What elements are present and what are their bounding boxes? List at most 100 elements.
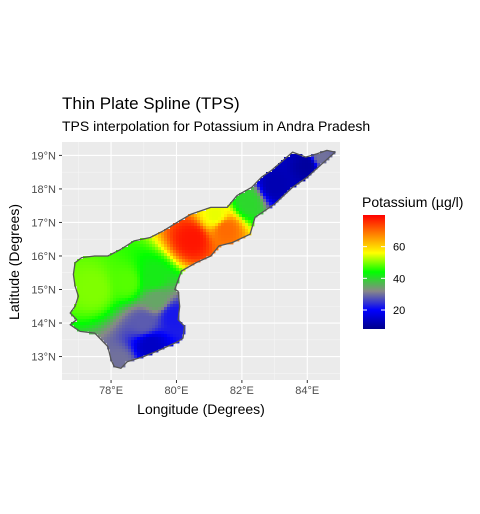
surface-cell (176, 238, 180, 242)
surface-cell (155, 262, 159, 266)
surface-cell (305, 163, 309, 167)
surface-cell (101, 283, 105, 287)
surface-cell (164, 232, 168, 236)
surface-cell (212, 226, 216, 230)
surface-cell (176, 334, 180, 338)
surface-cell (89, 280, 93, 284)
surface-cell (167, 301, 171, 305)
surface-cell (299, 172, 303, 176)
surface-cell (134, 259, 138, 263)
surface-cell (254, 208, 258, 212)
surface-cell (116, 322, 120, 326)
surface-cell (161, 277, 165, 281)
surface-cell (179, 253, 183, 257)
surface-cell (218, 238, 222, 242)
surface-cell (83, 328, 87, 332)
surface-cell (146, 352, 150, 356)
surface-cell (161, 313, 165, 317)
surface-cell (287, 169, 291, 173)
surface-cell (128, 253, 132, 257)
surface-cell (131, 301, 135, 305)
surface-cell (194, 247, 198, 251)
surface-cell (86, 280, 90, 284)
surface-cell (257, 205, 261, 209)
surface-cell (77, 265, 81, 269)
surface-cell (161, 256, 165, 260)
surface-cell (269, 178, 273, 182)
surface-cell (170, 232, 174, 236)
surface-cell (164, 280, 168, 284)
surface-cell (173, 301, 177, 305)
surface-cell (164, 265, 168, 269)
surface-cell (158, 298, 162, 302)
surface-cell (95, 283, 99, 287)
surface-cell (320, 157, 324, 161)
surface-cell (128, 244, 132, 248)
surface-cell (164, 331, 168, 335)
surface-cell (152, 325, 156, 329)
surface-cell (245, 220, 249, 224)
surface-cell (119, 331, 123, 335)
surface-cell (101, 256, 105, 260)
surface-cell (140, 331, 144, 335)
surface-cell (92, 286, 96, 290)
surface-cell (110, 340, 114, 344)
surface-cell (173, 268, 177, 272)
surface-cell (107, 304, 111, 308)
surface-cell (125, 310, 129, 314)
surface-cell (158, 346, 162, 350)
surface-cell (140, 310, 144, 314)
surface-cell (173, 241, 177, 245)
surface-cell (86, 307, 90, 311)
surface-cell (152, 292, 156, 296)
surface-cell (179, 220, 183, 224)
surface-cell (116, 364, 120, 368)
surface-cell (155, 337, 159, 341)
surface-cell (98, 295, 102, 299)
surface-cell (110, 304, 114, 308)
surface-cell (143, 331, 147, 335)
surface-cell (128, 292, 132, 296)
surface-cell (149, 298, 153, 302)
surface-cell (113, 307, 117, 311)
surface-cell (89, 283, 93, 287)
surface-cell (221, 211, 225, 215)
surface-cell (182, 232, 186, 236)
surface-cell (137, 349, 141, 353)
surface-cell (149, 340, 153, 344)
surface-cell (191, 259, 195, 263)
surface-cell (116, 346, 120, 350)
surface-cell (77, 283, 81, 287)
surface-cell (269, 202, 273, 206)
surface-cell (164, 292, 168, 296)
surface-cell (116, 331, 120, 335)
surface-cell (305, 175, 309, 179)
surface-cell (101, 337, 105, 341)
surface-cell (119, 286, 123, 290)
surface-cell (131, 355, 135, 359)
surface-cell (251, 199, 255, 203)
surface-cell (86, 313, 90, 317)
surface-cell (77, 304, 81, 308)
surface-cell (203, 232, 207, 236)
surface-cell (260, 184, 264, 188)
surface-cell (113, 322, 117, 326)
surface-cell (236, 232, 240, 236)
surface-cell (164, 256, 168, 260)
surface-cell (236, 208, 240, 212)
surface-cell (137, 334, 141, 338)
surface-cell (110, 325, 114, 329)
surface-cell (281, 160, 285, 164)
surface-cell (107, 325, 111, 329)
surface-cell (167, 241, 171, 245)
surface-cell (158, 328, 162, 332)
surface-cell (161, 316, 165, 320)
surface-cell (227, 238, 231, 242)
surface-cell (167, 322, 171, 326)
surface-cell (197, 217, 201, 221)
surface-cell (131, 325, 135, 329)
surface-cell (317, 160, 321, 164)
surface-cell (182, 229, 186, 233)
surface-cell (260, 208, 264, 212)
x-axis-title: Longitude (Degrees) (137, 401, 265, 417)
